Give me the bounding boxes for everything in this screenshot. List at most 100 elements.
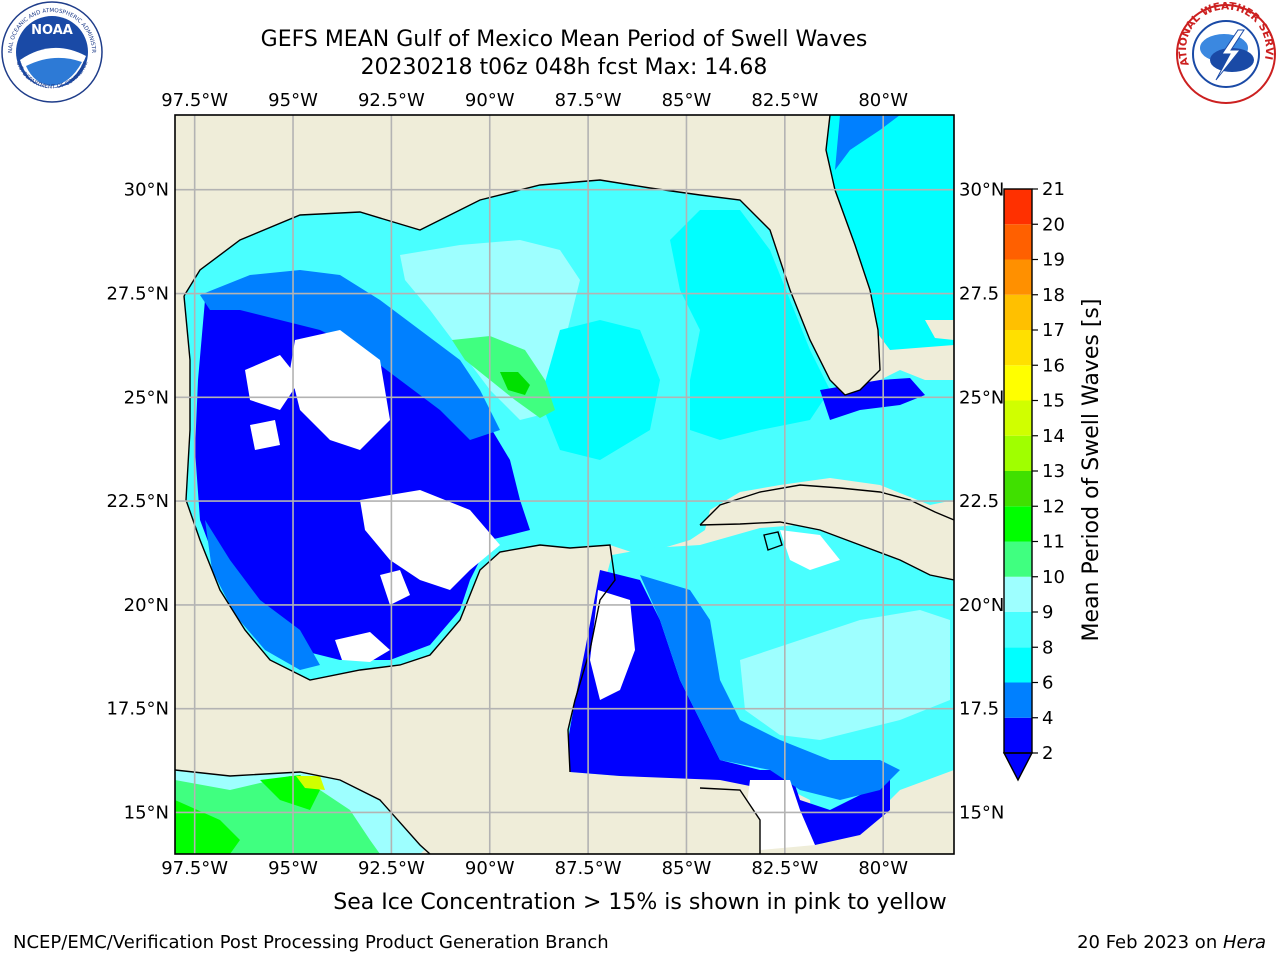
swell-2s-region-caribbean — [568, 570, 890, 845]
lat-label-left: 17.5°N — [106, 699, 169, 720]
colorbar-tick-label: 16 — [1042, 355, 1065, 376]
lat-label-left: 30°N — [124, 180, 169, 201]
colorbar: 2 4 6 8 9 10 11 12 13 14 15 16 17 18 19 20 21 Mean Perio… — [1002, 179, 1104, 782]
lat-label-right: 20°N — [959, 595, 1004, 616]
lon-label-bottom: 80°W — [858, 858, 908, 879]
colorbar-tick-label: 20 — [1042, 214, 1065, 235]
lat-labels-left: 30°N 27.5°N 25°N 22.5°N 20°N 17.5°N 15°N — [106, 180, 169, 824]
colorbar-swatch — [1004, 435, 1032, 471]
lon-label-top: 92.5°W — [358, 90, 425, 111]
lon-label-top: 87.5°W — [555, 90, 622, 111]
colorbar-tick-label: 21 — [1042, 179, 1065, 200]
lat-label-right: 22.5 — [959, 491, 999, 512]
colorbar-label: Mean Period of Swell Waves [s] — [1079, 299, 1104, 642]
swell-4s-band-caribbean — [640, 575, 900, 800]
footer-credit: NCEP/EMC/Verification Post Processing Pr… — [13, 932, 609, 953]
swell-band-6s-east — [670, 210, 830, 440]
colorbar-swatch — [1004, 471, 1032, 507]
lon-labels-top: 97.5°W 95°W 92.5°W 90°W 87.5°W 85°W 82.5°W 80°W — [161, 90, 908, 111]
colorbar-under-triangle — [1002, 752, 1034, 782]
footer-date: 20 Feb 2023 on Hera — [1077, 932, 1266, 953]
central-america-land — [420, 785, 760, 854]
lat-label-left: 22.5°N — [106, 491, 169, 512]
colorbar-tick-label: 18 — [1042, 285, 1065, 306]
colorbar-swatch — [1004, 647, 1032, 683]
no-data-patch-2 — [290, 330, 390, 450]
lat-label-right: 30°N — [959, 180, 1004, 201]
colorbar-tick-label: 6 — [1042, 673, 1053, 694]
coastlines — [175, 115, 954, 854]
swell-10s-green-patch — [500, 372, 530, 395]
colorbar-swatch — [1004, 330, 1032, 366]
colorbar-swatch — [1004, 541, 1032, 577]
no-data-patch-1 — [245, 355, 300, 410]
lon-label-bottom: 92.5°W — [358, 858, 425, 879]
lat-label-right: 17.5 — [959, 699, 999, 720]
colorbar-swatch — [1004, 224, 1032, 260]
florida-land — [700, 115, 880, 395]
lon-label-bottom: 90°W — [465, 858, 515, 879]
gridlines — [175, 115, 954, 854]
colorbar-swatch — [1004, 365, 1032, 401]
atlantic-water — [826, 115, 954, 350]
colorbar-tick-label: 14 — [1042, 426, 1065, 447]
no-data-patch-caribbean — [745, 780, 815, 850]
lon-label-bottom: 95°W — [268, 858, 318, 879]
bahamas-land — [925, 320, 954, 340]
lat-label-left: 25°N — [124, 387, 169, 408]
colorbar-swatch — [1004, 294, 1032, 330]
no-data-patch-5 — [250, 420, 280, 450]
swell-12s-pacific — [175, 800, 240, 854]
colorbar-tick-label: 15 — [1042, 391, 1065, 412]
colorbar-tick-label: 4 — [1042, 708, 1053, 729]
no-data-patch-3 — [360, 490, 500, 590]
colorbar-swatch — [1004, 682, 1032, 718]
no-data-patch-cuba-south — [780, 530, 840, 570]
lon-labels-bottom: 97.5°W 95°W 92.5°W 90°W 87.5°W 85°W 82.5°W 80°W — [161, 858, 908, 879]
noaa-logo: NOAA NATIONAL OCEANIC AND ATMOSPHERIC AD… — [0, 0, 103, 103]
colorbar-swatch — [1004, 576, 1032, 612]
no-data-patch-4 — [335, 632, 390, 662]
colorbar-tick-label: 8 — [1042, 637, 1053, 658]
colorbar-tick-label: 11 — [1042, 532, 1065, 553]
colorbar-ticks: 2 4 6 8 9 10 11 12 13 14 15 16 17 18 19 20 21 — [1032, 179, 1065, 764]
no-data-patch-yucatan — [590, 590, 635, 700]
colorbar-tick-label: 12 — [1042, 496, 1065, 517]
sea-ice-note: Sea Ice Concentration > 15% is shown in … — [333, 890, 947, 915]
lon-label-bottom: 82.5°W — [751, 858, 818, 879]
swell-band-9s-caribbean — [740, 610, 950, 740]
lat-label-left: 27.5°N — [106, 284, 169, 305]
figure-title: GEFS MEAN Gulf of Mexico Mean Period of … — [260, 27, 868, 52]
lon-label-bottom: 85°W — [662, 858, 712, 879]
colorbar-tick-label: 17 — [1042, 320, 1065, 341]
lon-label-top: 97.5°W — [161, 90, 228, 111]
colorbar-swatch — [1004, 189, 1032, 225]
colorbar-swatch — [1004, 259, 1032, 295]
colorbar-swatches — [1004, 189, 1032, 753]
swell-4s-atlantic-north — [835, 115, 900, 170]
lon-label-bottom: 97.5°W — [161, 858, 228, 879]
colorbar-tick-label: 13 — [1042, 461, 1065, 482]
colorbar-swatch — [1004, 506, 1032, 542]
lon-label-top: 90°W — [465, 90, 515, 111]
lat-label-left: 20°N — [124, 595, 169, 616]
lat-label-right: 27.5 — [959, 284, 999, 305]
colorbar-tick-label: 10 — [1042, 567, 1065, 588]
nws-logo: NATIONAL WEATHER SERVICE — [1174, 2, 1276, 104]
colorbar-tick-label: 19 — [1042, 250, 1065, 271]
swell-4s-band-mexico — [205, 520, 320, 670]
footer-date-text: 20 Feb 2023 on — [1077, 932, 1223, 953]
lat-label-right: 25°N — [959, 387, 1004, 408]
swell-13s-pacific — [296, 776, 325, 790]
lon-label-bottom: 87.5°W — [555, 858, 622, 879]
colorbar-tick-label: 9 — [1042, 602, 1053, 623]
lat-label-left: 15°N — [124, 802, 169, 823]
figure-subtitle: 20230218 t06z 048h fcst Max: 14.68 — [360, 55, 768, 80]
colorbar-swatch — [1004, 717, 1032, 753]
lat-labels-right: 30°N 27.5 25°N 22.5 20°N 17.5 15°N — [959, 180, 1004, 824]
footer-host: Hera — [1222, 932, 1266, 953]
swell-band-6s-central — [540, 320, 660, 460]
svg-text:NOAA: NOAA — [31, 23, 73, 38]
